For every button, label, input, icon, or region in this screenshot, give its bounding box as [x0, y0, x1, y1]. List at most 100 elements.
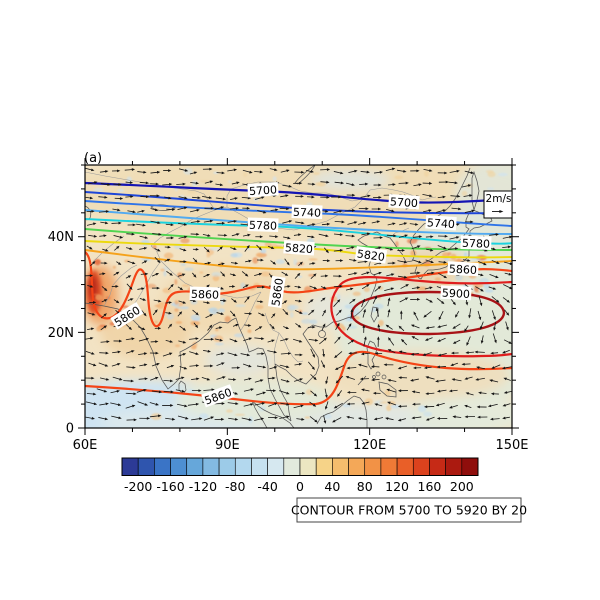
contour-label: 5780 — [460, 235, 492, 251]
colorbar-tick-label: 200 — [450, 479, 474, 494]
contour-label: 5860 — [267, 275, 286, 309]
colorbar-cell — [218, 457, 236, 476]
ref-vector-label: 2m/s — [486, 193, 512, 205]
contour-label: 5860 — [447, 261, 479, 277]
contour-5880 — [330, 276, 512, 358]
x-tick-label: 120E — [353, 438, 386, 453]
contour-label: 5820 — [354, 245, 388, 264]
svg-text:5820: 5820 — [285, 241, 314, 256]
contour-labels: 5700 5700 5740 5740 5780 5780 5820 5820 5860 5860… — [110, 181, 492, 408]
colorbar-cell — [364, 457, 382, 476]
x-tick-label: 90E — [215, 438, 240, 453]
svg-text:5700: 5700 — [249, 183, 278, 198]
contour-label: 5820 — [283, 239, 315, 256]
svg-text:5820: 5820 — [356, 247, 386, 264]
colorbar-tick-label: -40 — [257, 479, 277, 494]
contour-label: 5900 — [440, 285, 472, 301]
contour-label: 5780 — [247, 217, 279, 233]
island — [381, 374, 387, 380]
island — [318, 330, 326, 338]
svg-text:5780: 5780 — [462, 237, 490, 251]
contour-note-label: CONTOUR FROM 5700 TO 5920 BY 20 — [291, 503, 527, 518]
x-tick-label: 150E — [495, 438, 528, 453]
y-tick-label: 0 — [66, 422, 74, 437]
colorbar-cell — [267, 457, 285, 476]
colorbar-tick-label: -80 — [225, 479, 245, 494]
colorbar-cell — [186, 457, 204, 476]
svg-text:5900: 5900 — [442, 286, 471, 300]
ref-vector-arrowhead — [499, 210, 504, 213]
colorbar-cell — [234, 457, 252, 476]
x-tick-label: 60E — [73, 438, 98, 453]
colorbar-cell — [396, 457, 414, 476]
svg-text:5740: 5740 — [427, 216, 456, 231]
colorbar-cell — [202, 457, 220, 476]
ref-vector-box: 2m/s — [483, 190, 513, 219]
colorbar-cell — [154, 457, 171, 476]
contour-label: 5700 — [247, 181, 279, 198]
coastline — [370, 306, 379, 323]
colorbar-cell — [121, 457, 139, 476]
colorbar-tick-label: 40 — [324, 479, 340, 494]
contour-label: 5700 — [388, 193, 420, 210]
coastline — [378, 381, 397, 398]
colorbar-cell — [137, 457, 155, 476]
svg-text:5780: 5780 — [249, 219, 277, 233]
colorbar-tick-label: 120 — [385, 479, 409, 494]
svg-text:5700: 5700 — [390, 195, 419, 210]
colorbar-cell — [429, 457, 446, 476]
coastline — [85, 302, 292, 422]
contour-label: 5860 — [189, 286, 221, 302]
svg-text:5860: 5860 — [449, 262, 478, 276]
colorbar-cell — [315, 457, 333, 476]
island — [372, 375, 376, 379]
country-border — [273, 332, 280, 365]
colorbar-cell — [348, 457, 366, 476]
contour-label: 5740 — [425, 214, 457, 231]
island — [375, 371, 381, 377]
colorbar: -200 -160 -120 -80 -40 0 40 80 120 160 200 — [121, 457, 479, 494]
contour-5820 — [85, 240, 512, 259]
country-border — [126, 245, 162, 315]
colorbar-tick-label: -160 — [156, 479, 184, 494]
wind-vectors — [85, 167, 512, 424]
svg-text:5740: 5740 — [293, 206, 321, 220]
coastline — [251, 400, 268, 428]
contour-5700 — [85, 181, 512, 204]
colorbar-cell — [461, 457, 479, 476]
country-border — [369, 187, 437, 201]
coastline — [274, 167, 471, 422]
colorbar-tick-label: 80 — [357, 479, 373, 494]
colorbar-tick-label: -120 — [189, 479, 217, 494]
country-border — [92, 235, 125, 263]
svg-text:5860: 5860 — [191, 288, 219, 302]
basemap — [85, 165, 493, 428]
panel-label: (a) — [84, 151, 102, 166]
colorbar-cell — [299, 457, 317, 476]
contour-5900 — [350, 290, 506, 336]
colorbar-cell — [332, 457, 349, 476]
contour-note-box: CONTOUR FROM 5700 TO 5920 BY 20 — [291, 497, 527, 523]
colorbar-tick-label: 0 — [296, 479, 304, 494]
colorbar-cell — [412, 457, 430, 476]
y-tick-label: 40N — [48, 230, 74, 245]
contour-5760 — [85, 209, 512, 235]
coastline — [251, 400, 295, 428]
colorbar-tick-label: 160 — [418, 479, 442, 494]
coastline — [471, 170, 480, 212]
coastline — [357, 375, 367, 386]
ref-vector-frame — [483, 190, 513, 219]
colorbar-tick-label: -200 — [124, 479, 152, 494]
contour-label: 5740 — [291, 204, 323, 220]
colorbar-cell — [445, 457, 463, 476]
y-tick-label: 20N — [48, 326, 74, 341]
coastline — [316, 395, 368, 428]
colorbar-cell — [170, 457, 188, 476]
contour-note-frame — [296, 497, 522, 523]
colorbar-cell — [251, 457, 268, 476]
svg-text:5860: 5860 — [269, 277, 286, 307]
country-border — [103, 264, 138, 307]
colorbar-cell — [283, 457, 301, 476]
